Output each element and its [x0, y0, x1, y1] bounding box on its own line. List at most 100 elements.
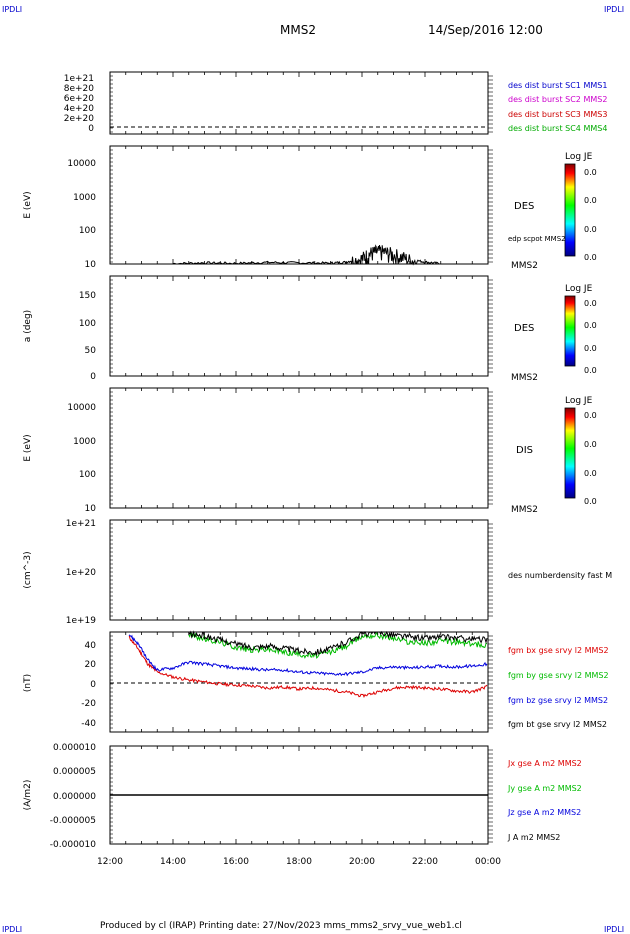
corner-label-bottom-right: IPDLI [604, 925, 624, 934]
ytick-dis-energy-2: 1000 [73, 437, 96, 447]
ytick-burst-5: 2e+20 [64, 114, 95, 124]
fgm-series-1-line [128, 635, 488, 699]
ytick-des-pitch-2: 100 [79, 319, 96, 329]
panel-fgm: (nT) 40 20 0 -20 -40 fgm bx gse srvy l2 … [23, 630, 609, 729]
ytick-des-energy-2: 1000 [73, 193, 96, 203]
colorbar-des-energy-title: Log JE [565, 152, 593, 162]
colorbar-dis-energy-tick-2: 0.0 [584, 440, 597, 449]
colorbar-des-energy-bar [564, 163, 576, 257]
ylabel-current: (A/m2) [23, 780, 33, 811]
colorbar-des-energy-tick-3: 0.0 [584, 225, 597, 234]
legend-density: des numberdensity fast M [508, 571, 612, 580]
ytick-des-pitch-4: 0 [90, 372, 96, 382]
panel-dis-energy-frame [109, 387, 489, 509]
datetime-title: 14/Sep/2016 12:00 [428, 23, 543, 37]
panel-des-energy: E (eV) 10000 1000 100 10 DES edp scpot M… [23, 159, 566, 271]
xtick-1: 12:00 [97, 857, 123, 867]
ytick-dis-energy-4: 10 [85, 504, 97, 514]
spacecraft-title: MMS2 [280, 23, 316, 37]
panel-current: (A/m2) 0.000010 0.000005 0.000000 -0.000… [23, 743, 582, 850]
ytick-density-3: 1e+19 [66, 616, 97, 626]
ylabel-fgm: (nT) [23, 674, 33, 692]
colorbar-des-energy-tick-4: 0.0 [584, 253, 597, 262]
panel-burst: 1e+21 8e+20 6e+20 4e+20 2e+20 0 des dist… [64, 74, 608, 134]
panel-burst-frame [109, 71, 489, 135]
xtick-6: 22:00 [412, 857, 438, 867]
legend-current-jx: Jx gse A m2 MMS2 [507, 759, 582, 768]
colorbar-des-energy-tick-2: 0.0 [584, 196, 597, 205]
ytick-fgm-5: -40 [81, 719, 96, 729]
ytick-fgm-4: -20 [81, 699, 96, 709]
ytick-fgm-3: 0 [90, 680, 96, 690]
ytick-burst-2: 8e+20 [64, 84, 95, 94]
colorbar-dis-energy-tick-1: 0.0 [584, 411, 597, 420]
corner-label-top-left: IPDLI [2, 5, 22, 14]
ylabel-density: (cm^-3) [23, 551, 33, 588]
ytick-burst-1: 1e+21 [64, 74, 94, 84]
panel-density-frame [109, 519, 489, 621]
fgm-series-2-line [188, 631, 488, 659]
ytick-density-2: 1e+20 [66, 568, 97, 578]
legend-fgm-by: fgm by gse srvy l2 MMS2 [508, 671, 609, 680]
ytick-fgm-2: 20 [85, 660, 97, 670]
colorbar-dis-energy: Log JE 0.0 0.0 0.0 0.0 [564, 396, 597, 506]
ytick-current-5: -0.000010 [50, 840, 96, 850]
panel-fgm-frame [109, 631, 489, 733]
xtick-5: 20:00 [349, 857, 375, 867]
ylabel-des-energy: E (eV) [23, 191, 33, 218]
colorbar-des-pitch-title: Log JE [565, 284, 593, 294]
x-axis: 12:00 14:00 16:00 18:00 20:00 22:00 00:0… [97, 857, 501, 867]
fgm-series-3-line [128, 634, 488, 677]
colorbar-des-pitch-bar [564, 295, 576, 367]
colorbar-des-pitch-tick-1: 0.0 [584, 299, 597, 308]
dis-energy-label: DIS [516, 445, 533, 456]
panel-density: (cm^-3) 1e+21 1e+20 1e+19 des numberdens… [23, 519, 612, 626]
legend-fgm-bx: fgm bx gse srvy l2 MMS2 [508, 646, 609, 655]
ytick-des-pitch-3: 50 [85, 346, 97, 356]
des-energy-label: DES [514, 201, 534, 212]
ytick-dis-energy-1: 10000 [67, 403, 96, 413]
ytick-des-energy-4: 10 [85, 260, 97, 270]
ytick-des-pitch-1: 150 [79, 291, 96, 301]
legend-burst-sc2: des dist burst SC2 MMS2 [508, 95, 607, 104]
dis-energy-sc-label: MMS2 [511, 505, 538, 515]
ytick-burst-6: 0 [88, 124, 94, 134]
panel-des-pitch: a (deg) 150 100 50 0 DES MMS2 [23, 291, 538, 383]
panel-dis-energy: E (eV) 10000 1000 100 10 DIS MMS2 [23, 403, 538, 515]
des-energy-sc-label: MMS2 [511, 261, 538, 271]
legend-current-jy: Jy gse A m2 MMS2 [507, 784, 582, 793]
ytick-burst-4: 4e+20 [64, 104, 95, 114]
colorbar-dis-energy-tick-4: 0.0 [584, 497, 597, 506]
ytick-fgm-1: 40 [85, 641, 97, 651]
ylabel-dis-energy: E (eV) [23, 434, 33, 461]
corner-label-top-right: IPDLI [604, 5, 624, 14]
colorbar-dis-energy-title: Log JE [565, 396, 593, 406]
panel-des-pitch-frame [109, 275, 489, 377]
footer-text: Produced by cl (IRAP) Printing date: 27/… [100, 921, 462, 931]
ytick-dis-energy-3: 100 [79, 470, 96, 480]
corner-label-bottom-left: IPDLI [2, 925, 22, 934]
xtick-3: 16:00 [223, 857, 249, 867]
legend-current-j: J A m2 MMS2 [507, 833, 560, 842]
panel-des-energy-frame [109, 145, 489, 265]
ytick-density-1: 1e+21 [66, 519, 96, 529]
legend-fgm-bz: fgm bz gse srvy l2 MMS2 [508, 696, 608, 705]
des-pitch-sc-label: MMS2 [511, 373, 538, 383]
legend-burst-sc4: des dist burst SC4 MMS4 [508, 124, 607, 133]
ytick-current-1: 0.000010 [53, 743, 96, 753]
fgm-series-4-line [188, 630, 488, 657]
colorbar-des-pitch-tick-3: 0.0 [584, 344, 597, 353]
ytick-current-4: -0.000005 [50, 816, 96, 826]
des-energy-sublabel: edp scpot MMS2 [508, 235, 566, 243]
legend-burst-sc3: des dist burst SC3 MMS3 [508, 110, 607, 119]
colorbar-des-energy-tick-1: 0.0 [584, 168, 597, 177]
colorbar-des-energy: Log JE 0.0 0.0 0.0 0.0 [564, 152, 597, 262]
des-pitch-label: DES [514, 323, 534, 334]
colorbar-dis-energy-tick-3: 0.0 [584, 469, 597, 478]
xtick-2: 14:00 [160, 857, 186, 867]
xtick-4: 18:00 [286, 857, 312, 867]
colorbar-dis-energy-bar [564, 407, 576, 499]
ytick-current-2: 0.000005 [53, 767, 96, 777]
ytick-des-energy-3: 100 [79, 226, 96, 236]
